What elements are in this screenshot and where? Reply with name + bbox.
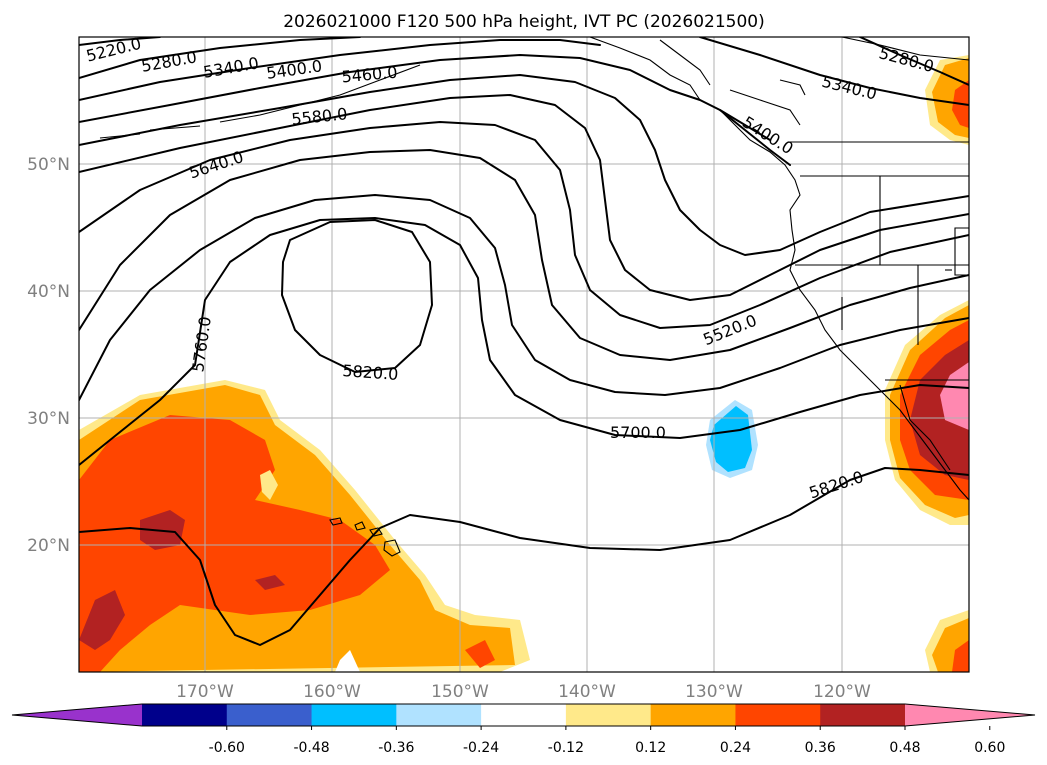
colorbar-outline <box>11 703 1036 727</box>
longitude-labels: 170°W 160°W 150°W 140°W 130°W 120°W <box>176 682 871 702</box>
lon-label: 160°W <box>303 682 361 702</box>
height-contours <box>79 37 969 646</box>
colorbar-tick-label: 0.24 <box>720 740 751 756</box>
contour-label: 5460.0 <box>341 63 398 87</box>
ivt-fill-california <box>885 300 969 525</box>
lat-label: 30°N <box>27 409 70 429</box>
colorbar-segment <box>650 704 736 726</box>
colorbar-tick-label: -0.24 <box>463 740 499 756</box>
contour-5520 <box>79 94 969 301</box>
lon-label: 170°W <box>176 682 234 702</box>
gridlines <box>79 37 969 672</box>
lon-label: 120°W <box>813 682 871 702</box>
lon-label: 130°W <box>685 682 743 702</box>
colorbar-segment <box>311 704 397 726</box>
contour-label: 5700.0 <box>610 423 666 442</box>
contour-5400-west <box>79 54 791 166</box>
contour-5760 <box>79 217 969 466</box>
colorbar-tick-label: -0.12 <box>548 740 584 756</box>
colorbar-segment <box>396 704 482 726</box>
contour-5820-closed <box>281 219 433 373</box>
colorbar: -0.60 -0.48 -0.36 -0.24 -0.12 0.12 0.24 0.36 0.4… <box>11 703 1036 756</box>
lon-label: 150°W <box>431 682 489 702</box>
contour-5820-south <box>79 467 969 646</box>
lat-label: 40°N <box>27 282 70 302</box>
contour-label: 5820.0 <box>342 361 399 384</box>
ivt-fill-alaska-corner <box>925 55 969 145</box>
colorbar-segment <box>226 704 313 726</box>
contour-5340-east <box>699 37 969 106</box>
colorbar-tick-label: 0.48 <box>889 740 920 756</box>
colorbar-extend-min <box>12 704 142 726</box>
map-title: 2026021000 F120 500 hPa height, IVT PC (… <box>283 12 765 32</box>
contour-5280-east <box>859 37 969 86</box>
colorbar-segment <box>735 704 821 726</box>
contour-5640 <box>79 149 969 361</box>
colorbar-tick-label: 0.12 <box>635 740 666 756</box>
colorbar-segment <box>565 704 652 726</box>
colorbar-segment <box>142 704 228 726</box>
latitude-labels: 50°N 40°N 30°N 20°N <box>27 155 70 556</box>
colorbar-segment <box>481 704 567 726</box>
contour-5460 <box>79 74 969 256</box>
ivt-fill-negative-anomaly <box>706 400 758 478</box>
colorbar-tick-label: -0.36 <box>378 740 414 756</box>
colorbar-segment <box>820 704 906 726</box>
lon-label: 140°W <box>558 682 616 702</box>
ivt-fill-hawaii <box>79 380 530 672</box>
contour-5580 <box>79 121 969 329</box>
contour-5400-east <box>719 109 771 141</box>
map-frame <box>78 36 970 673</box>
ivt-fill-southeast-corner <box>925 610 969 672</box>
colorbar-extend-max <box>905 704 1035 726</box>
lat-label: 50°N <box>27 155 70 175</box>
lat-label: 20°N <box>27 536 70 556</box>
contour-5340-west <box>79 39 601 101</box>
map-panel: 5220.0 5280.0 5340.0 5400.0 5460.0 5580.… <box>79 37 969 672</box>
contour-5700 <box>79 194 969 401</box>
colorbar-tick-label: -0.60 <box>209 740 245 756</box>
colorbar-tick-label: 0.36 <box>805 740 836 756</box>
contour-5220 <box>79 37 161 46</box>
contour-5280-west <box>79 37 361 79</box>
colorbar-tick-label: 0.60 <box>974 740 1005 756</box>
colorbar-tick-label: -0.48 <box>293 740 329 756</box>
